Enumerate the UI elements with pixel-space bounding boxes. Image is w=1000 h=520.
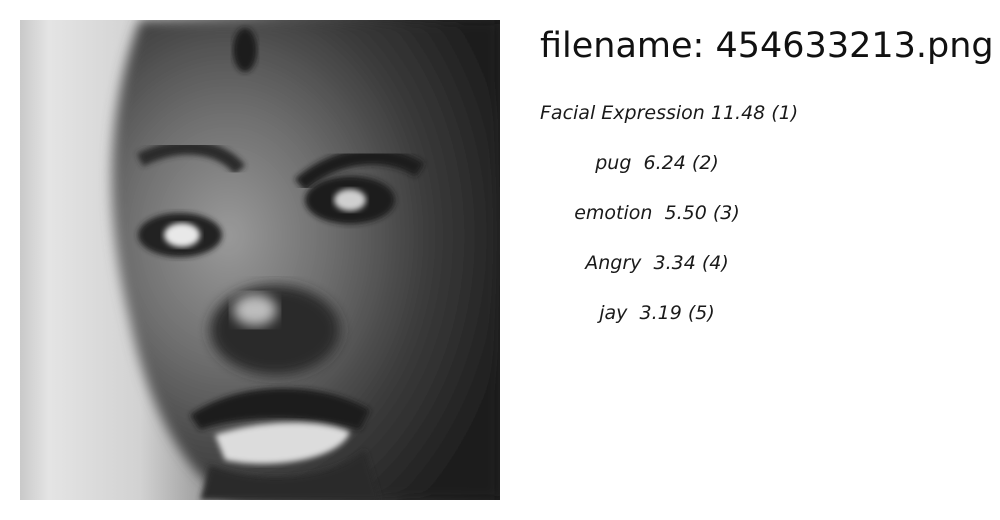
face-photo-image	[20, 20, 500, 500]
label-item-1: Facial Expression 11.48 (1)	[540, 102, 799, 124]
filename-heading: filename: 454633213.png	[540, 24, 994, 68]
face-photo	[20, 20, 500, 500]
label-item-3: emotion 5.50 (3)	[574, 202, 740, 224]
label-item-2: pug 6.24 (2)	[595, 152, 719, 174]
label-item-5: jay 3.19 (5)	[599, 302, 715, 324]
info-panel: filename: 454633213.png Facial Expressio…	[540, 24, 994, 324]
filename-value: 454633213.png	[715, 26, 994, 66]
filename-prefix: filename:	[540, 26, 716, 66]
label-item-4: Angry 3.34 (4)	[585, 252, 729, 274]
